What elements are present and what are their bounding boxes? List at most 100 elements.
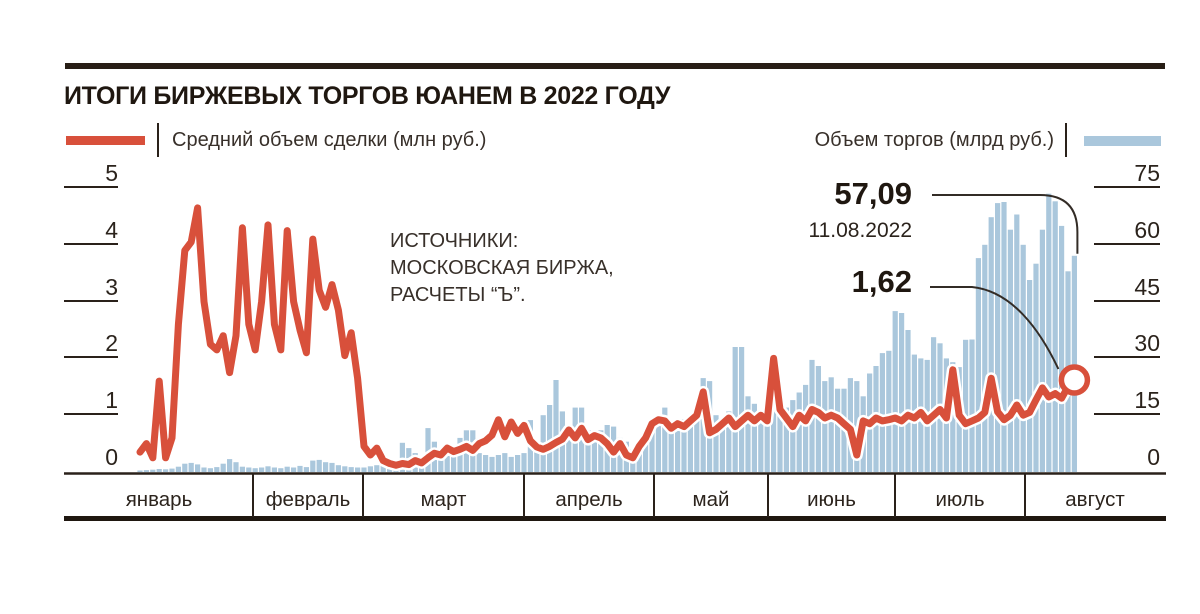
volume-bar [777,403,783,472]
volume-bar [790,400,796,472]
volume-bar [252,468,258,472]
volume-bar [355,467,361,472]
volume-bar [975,258,981,472]
volume-bar [1052,201,1058,473]
volume-bar [521,453,527,472]
volume-bar [297,465,303,472]
volume-bar [1027,280,1033,472]
month-label-8: август [1065,488,1125,511]
volume-bar [687,415,693,472]
volume-bar [143,470,149,472]
volume-bar [950,362,956,472]
right-axis-tick-60: 60 [1094,217,1160,245]
volume-bar [643,434,649,472]
volume-bar [835,388,841,472]
callout-line-value [930,286,1060,370]
volume-bar [879,353,885,472]
volume-bar [899,313,905,472]
volume-bar [137,470,143,472]
volume-bar [483,455,489,472]
volume-bar [175,466,181,472]
volume-bar [425,428,431,472]
volume-bar [1001,202,1007,472]
volume-bar [399,442,405,472]
volume-bar [227,459,233,472]
volume-bar [1033,263,1039,472]
right-axis-tick-45: 45 [1094,274,1160,302]
annotation-bar-value: 57,09 [834,176,912,211]
volume-bar [361,467,367,472]
volume-bar [796,392,802,472]
volume-bar [515,455,521,472]
month-label-4: апрель [555,488,623,511]
left-axis-tick-0: 0 [105,444,118,470]
volume-bar [169,468,175,472]
legend-divider-left [157,123,159,157]
volume-bar [547,405,553,472]
right-axis-tick-0: 0 [1147,444,1160,470]
volume-bar [508,456,514,472]
volume-bar [374,465,380,472]
volume-bar [758,411,764,472]
volume-bar [303,467,309,472]
volume-bar [495,455,501,472]
volume-bar [726,411,732,472]
left-axis-tick-3: 3 [64,274,118,302]
volume-bar [675,426,681,472]
month-label-7: июль [935,488,985,511]
volume-bar [291,467,297,472]
volume-bar [220,463,226,472]
volume-bar [803,384,809,472]
volume-bar [719,419,725,472]
sources-line-2: МОСКОВСКАЯ БИРЖА, [390,257,614,279]
volume-bar [335,465,341,472]
volume-bar [233,462,239,472]
volume-bar [310,460,316,472]
last-point-marker [1058,364,1091,396]
volume-bar [367,466,373,472]
volume-bar [476,453,482,472]
volume-bar [1071,255,1077,472]
volume-bar [655,419,661,472]
volume-bar [668,422,674,472]
month-label-5: май [692,488,730,511]
left-axis-tick-1: 1 [64,387,118,416]
volume-bar [1014,214,1020,472]
volume-bar [783,407,789,472]
volume-bar [739,347,745,472]
volume-bar [732,347,738,472]
volume-bar [534,449,540,472]
volume-bar [892,311,898,472]
volume-bar [905,330,911,472]
volume-bar [931,337,937,472]
volume-bar [969,339,975,472]
month-label-3: март [420,488,467,511]
volume-bar [1020,244,1026,472]
volume-bar [156,469,162,472]
right-axis-tick-30: 30 [1094,330,1160,359]
volume-bar [771,411,777,472]
volume-bar [329,462,335,472]
left-axis-tick-5: 5 [64,160,118,188]
annotation-bar-date: 11.08.2022 [808,219,912,242]
volume-bar [444,445,450,472]
avg-deal-line [136,204,1078,469]
volume-bar [1007,229,1013,472]
volume-bar [323,462,329,472]
volume-bar [566,426,572,472]
volume-bar [553,380,559,472]
bars-legend-label: Объем торгов (млрд руб.) [814,129,1054,151]
right-axis-tick-15: 15 [1094,387,1160,416]
month-band-bottom-rule [64,516,1166,521]
volume-bar [649,426,655,472]
volume-bar [348,467,354,472]
volume-bar [201,467,207,472]
volume-bar [1059,225,1065,472]
volume-bar [502,453,508,472]
volume-bar [886,350,892,472]
volume-bar [265,466,271,472]
sources-line-1: ИСТОЧНИКИ: [390,230,519,252]
month-label-2: февраль [265,488,351,511]
sources-block: ИСТОЧНИКИ: МОСКОВСКАЯ БИРЖА, РАСЧЕТЫ “Ъ”… [390,228,614,309]
volume-bar [271,467,277,472]
